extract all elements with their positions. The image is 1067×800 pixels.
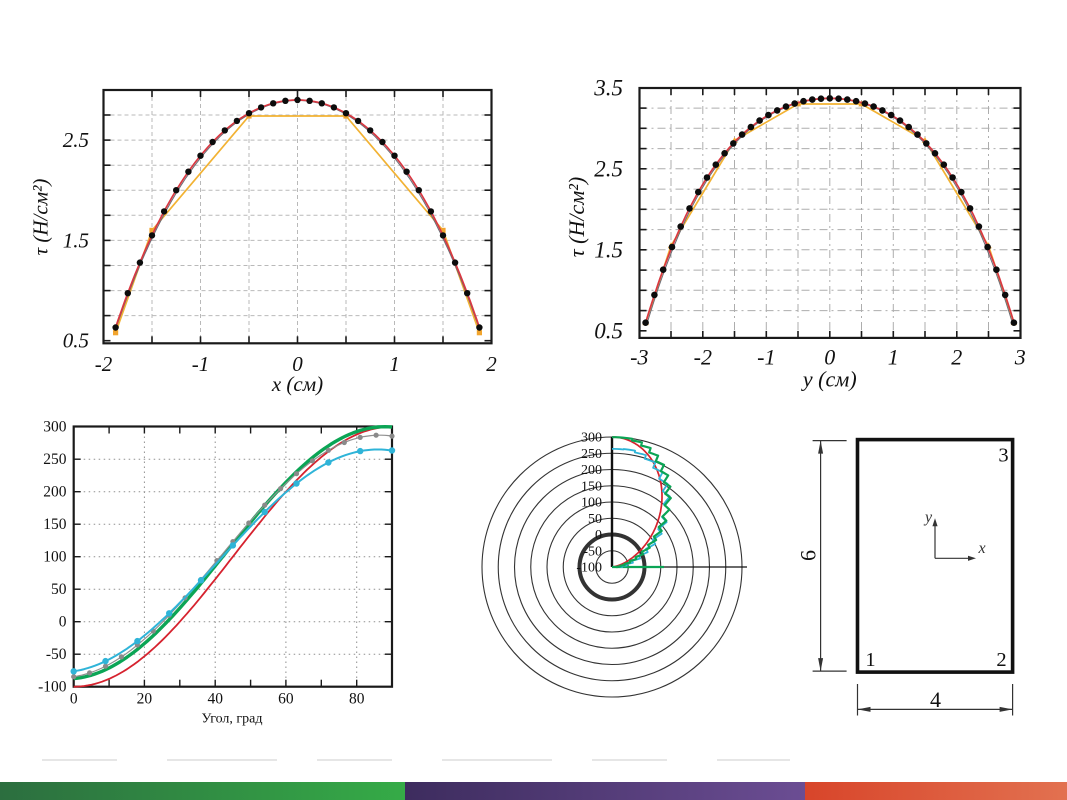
- svg-text:50: 50: [588, 512, 602, 527]
- svg-text:2: 2: [996, 649, 1006, 671]
- svg-text:200: 200: [581, 463, 602, 478]
- svg-text:3.5: 3.5: [593, 75, 623, 100]
- svg-text:200: 200: [43, 484, 67, 501]
- svg-text:y (см): y (см): [801, 367, 857, 392]
- svg-text:0: 0: [70, 691, 78, 708]
- svg-text:-2: -2: [694, 345, 712, 370]
- svg-text:-3: -3: [630, 345, 648, 370]
- svg-text:3: 3: [998, 445, 1008, 467]
- svg-text:1: 1: [389, 352, 400, 376]
- svg-text:1: 1: [888, 345, 899, 370]
- svg-text:0: 0: [59, 614, 67, 631]
- svg-text:2: 2: [951, 345, 962, 370]
- svg-text:2.5: 2.5: [594, 156, 623, 181]
- svg-text:250: 250: [43, 451, 67, 468]
- svg-text:0: 0: [292, 352, 303, 376]
- svg-text:300: 300: [581, 431, 602, 446]
- svg-text:-100: -100: [38, 679, 67, 696]
- svg-text:3: 3: [1014, 345, 1026, 370]
- svg-text:2: 2: [486, 352, 497, 376]
- svg-text:80: 80: [349, 691, 365, 708]
- svg-text:40: 40: [207, 691, 223, 708]
- svg-text:0: 0: [824, 345, 835, 370]
- svg-text:τ (Н/см²): τ (Н/см²): [564, 177, 589, 257]
- svg-text:-1: -1: [192, 352, 210, 376]
- svg-text:50: 50: [51, 581, 67, 598]
- svg-text:100: 100: [43, 549, 67, 566]
- svg-text:2.5: 2.5: [63, 128, 89, 152]
- svg-text:300: 300: [43, 419, 67, 436]
- svg-text:-100: -100: [576, 561, 602, 576]
- svg-text:150: 150: [43, 516, 67, 533]
- svg-text:Угол, град: Угол, град: [202, 712, 263, 727]
- svg-text:-1: -1: [757, 345, 775, 370]
- svg-text:τ (Н/см²): τ (Н/см²): [29, 179, 53, 256]
- svg-text:x: x: [977, 540, 985, 557]
- svg-text:-2: -2: [95, 352, 113, 376]
- svg-text:0.5: 0.5: [63, 329, 89, 353]
- svg-text:-50: -50: [583, 544, 602, 559]
- svg-text:0: 0: [595, 528, 602, 543]
- svg-text:0.5: 0.5: [594, 318, 623, 343]
- svg-text:4: 4: [930, 687, 941, 712]
- svg-text:20: 20: [137, 691, 153, 708]
- svg-text:250: 250: [581, 447, 602, 462]
- svg-text:6: 6: [796, 550, 821, 561]
- svg-text:1.5: 1.5: [63, 228, 89, 252]
- svg-text:1.5: 1.5: [594, 237, 623, 262]
- svg-text:60: 60: [278, 691, 294, 708]
- svg-text:y: y: [923, 509, 933, 526]
- svg-text:-50: -50: [46, 646, 67, 663]
- svg-text:1: 1: [865, 649, 875, 671]
- svg-text:x (см): x (см): [271, 372, 323, 396]
- svg-text:150: 150: [581, 479, 602, 494]
- svg-text:100: 100: [581, 496, 602, 511]
